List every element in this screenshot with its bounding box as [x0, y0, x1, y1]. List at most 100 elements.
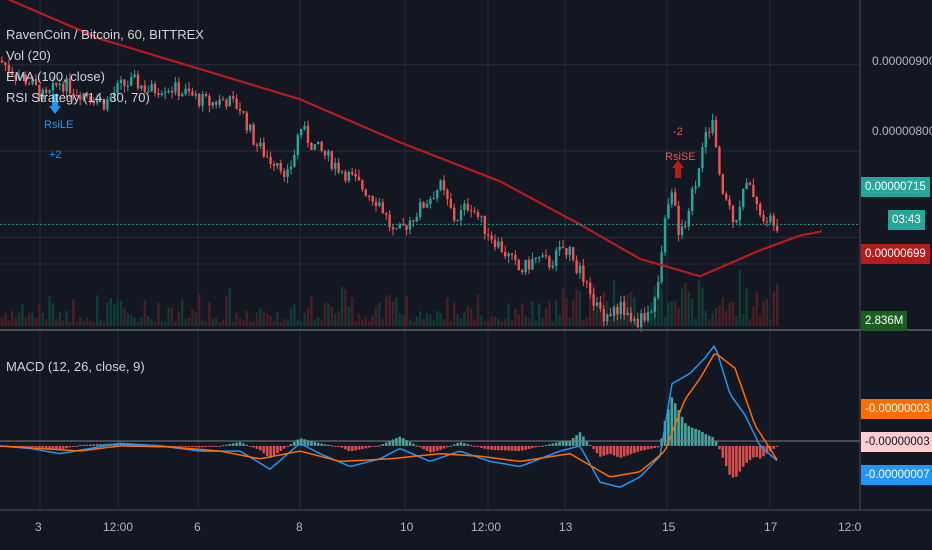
volume-bar [259, 308, 262, 326]
candle-body [218, 99, 221, 105]
macd-indicator-label[interactable]: MACD (12, 26, close, 9) [6, 359, 145, 374]
volume-bar [568, 317, 571, 326]
last-price-tag: 0.00000715 [861, 177, 930, 197]
volume-bar [769, 319, 772, 326]
histogram-bar [412, 443, 415, 446]
volume-bar [255, 312, 259, 326]
volume-bar [422, 319, 425, 326]
histogram-bar [704, 434, 708, 446]
histogram-bar [684, 423, 687, 446]
volume-bar [694, 318, 697, 326]
histogram-bar [626, 445, 629, 456]
volume-bar [116, 299, 119, 326]
candle-body [697, 168, 701, 187]
candle-body [96, 99, 99, 104]
histogram-bar [381, 444, 385, 446]
volume-bar [361, 319, 364, 326]
volume-bar [551, 321, 554, 326]
volume-bar [507, 303, 510, 326]
histogram-bar [483, 445, 487, 449]
candle-body [344, 171, 347, 181]
histogram-bar [194, 445, 198, 448]
histogram-bar [622, 445, 626, 457]
volume-bar [150, 318, 153, 326]
histogram-bar [225, 444, 228, 446]
candle-body [82, 93, 85, 100]
volume-bar [517, 314, 520, 326]
candle-body [347, 171, 350, 181]
volume-bar [453, 302, 456, 326]
volume-bar [296, 320, 299, 326]
candle-body [616, 307, 619, 315]
candle-body [565, 248, 568, 256]
histogram-bar [667, 409, 670, 446]
candle-body [181, 93, 184, 96]
histogram-bar [534, 445, 538, 448]
candle-body [442, 180, 446, 191]
histogram-bar [265, 445, 269, 456]
histogram-bar [55, 445, 58, 450]
volume-bar [541, 318, 544, 326]
candle-body [595, 302, 599, 306]
histogram-bar [191, 445, 194, 448]
volume-bar [266, 313, 269, 326]
ema-indicator-label[interactable]: EMA (100, close) [6, 69, 105, 84]
symbol-title[interactable]: RavenCoin / Bitcoin, 60, BITTREX [6, 27, 204, 42]
histogram-bar [425, 445, 429, 452]
candle-body [391, 227, 395, 230]
histogram-bar [72, 445, 75, 447]
volume-bar [174, 321, 177, 326]
candle-body [453, 207, 456, 221]
histogram-bar [31, 445, 34, 447]
volume-bar [531, 301, 534, 326]
candle-body [504, 252, 507, 257]
candle-body [327, 151, 330, 156]
candle-body [150, 84, 153, 92]
ema-line [7, 0, 823, 278]
volume-bar [368, 321, 371, 326]
histogram-bar [180, 445, 184, 447]
volume-bar [252, 320, 255, 326]
histogram-bar [99, 444, 102, 446]
candle-body [143, 85, 146, 92]
histogram-bar [480, 445, 483, 448]
volume-bar [657, 291, 660, 326]
volume-bar [300, 321, 303, 326]
candle-body [123, 79, 126, 86]
histogram-bar [235, 442, 238, 446]
volume-bar [660, 288, 663, 326]
candle-body [374, 201, 378, 206]
volume-bar [167, 307, 170, 326]
strategy-indicator-label[interactable]: RSI Strategy (14, 30, 70) [6, 90, 150, 105]
candle-body [55, 82, 58, 86]
candle-body [320, 141, 323, 151]
candle-body [225, 100, 228, 107]
candle-body [585, 281, 588, 283]
histogram-bar [612, 445, 616, 456]
histogram-bar [663, 420, 667, 446]
candle-body [385, 213, 388, 215]
candle-body [463, 203, 466, 210]
volume-bar [147, 316, 150, 326]
volume-bar [164, 321, 167, 326]
histogram-bar [27, 445, 31, 447]
candle-body [283, 171, 286, 177]
volume-bar [497, 318, 500, 326]
volume-bar [232, 321, 235, 326]
histogram-bar [299, 438, 303, 446]
candle-body [62, 83, 65, 92]
histogram-bar [429, 445, 432, 453]
candle-body [521, 270, 524, 273]
volume-bar [374, 306, 378, 326]
candle-body [102, 98, 106, 110]
candle-body [670, 192, 673, 205]
volume-bar [667, 301, 670, 326]
volume-bar [721, 297, 724, 326]
candle-body [497, 241, 500, 248]
candle-body [215, 102, 218, 105]
volume-indicator-label[interactable]: Vol (20) [6, 48, 51, 63]
candle-body [167, 90, 170, 93]
candle-body [211, 102, 214, 106]
histogram-bar [514, 445, 517, 451]
